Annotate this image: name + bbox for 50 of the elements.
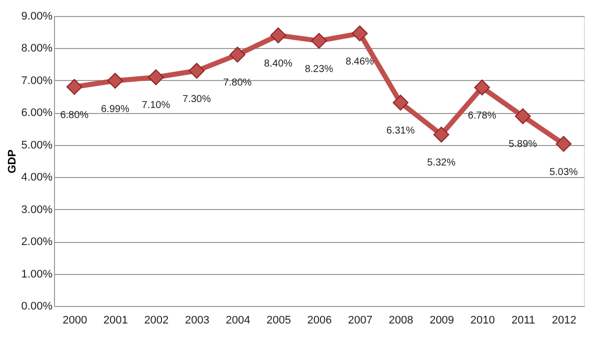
- data-label: 7.10%: [142, 100, 170, 112]
- data-label: 8.23%: [304, 64, 334, 75]
- data-label: 5.89%: [508, 139, 538, 150]
- x-tick-label: 2010: [470, 314, 495, 326]
- y-axis-title: GDP: [6, 150, 18, 174]
- y-tick-label: 1.00%: [21, 268, 53, 280]
- x-tick-label: 2011: [512, 314, 536, 326]
- x-tick-label: 2000: [62, 314, 88, 326]
- x-tick-label: 2004: [226, 314, 250, 326]
- y-tick-label: 5.00%: [21, 139, 53, 152]
- data-label: 5.32%: [427, 158, 456, 169]
- x-tick-label: 2007: [348, 314, 373, 326]
- point: [392, 94, 408, 111]
- x-tick-label: 2012: [552, 314, 576, 326]
- point: [311, 32, 327, 49]
- data-label: 7.80%: [223, 78, 252, 89]
- point: [230, 46, 246, 63]
- point: [270, 27, 286, 44]
- y-tick-label: 2.00%: [21, 236, 53, 248]
- y-tick-label: 8.00%: [21, 42, 53, 55]
- point: [148, 69, 164, 86]
- data-label: 6.31%: [386, 126, 415, 137]
- x-tick-label: 2002: [144, 314, 169, 326]
- x-tick-label: 2003: [184, 314, 210, 326]
- y-tick-label: 9.00%: [21, 10, 53, 22]
- point: [474, 80, 490, 96]
- x-tick-label: 2005: [266, 314, 291, 326]
- data-label: 5.03%: [549, 166, 578, 178]
- x-tick-label: 2006: [307, 314, 332, 326]
- point: [433, 126, 450, 142]
- point: [107, 72, 124, 89]
- data-label: 8.40%: [264, 58, 293, 70]
- y-tick-label: 3.00%: [21, 204, 53, 216]
- y-tick-label: 0.00%: [21, 300, 53, 312]
- point: [66, 78, 82, 95]
- data-label: 6.78%: [468, 110, 496, 122]
- data-label: 7.30%: [182, 94, 211, 105]
- data-label: 6.99%: [100, 104, 130, 115]
- data-label: 8.46%: [346, 56, 374, 68]
- x-tick-label: 2008: [388, 314, 414, 326]
- y-tick-label: 7.00%: [21, 74, 53, 87]
- point: [556, 136, 572, 152]
- x-tick-label: 2009: [430, 314, 454, 326]
- x-tick-label: 2001: [103, 314, 128, 326]
- data-label: 6.80%: [60, 110, 89, 121]
- point: [514, 108, 531, 124]
- point: [352, 25, 368, 42]
- y-tick-label: 4.00%: [21, 172, 53, 184]
- point: [188, 62, 205, 79]
- y-tick-label: 6.00%: [21, 107, 53, 120]
